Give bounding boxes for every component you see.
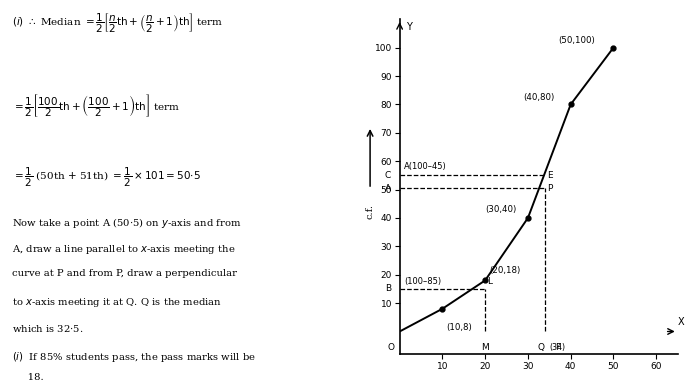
Text: A, draw a line parallel to $x$-axis meeting the: A, draw a line parallel to $x$-axis meet…: [12, 243, 236, 256]
Text: Q: Q: [537, 343, 544, 352]
Text: A: A: [385, 184, 391, 192]
Text: to $x$-axis meeting it at Q. Q is the median: to $x$-axis meeting it at Q. Q is the me…: [12, 296, 222, 310]
Text: P: P: [547, 184, 553, 192]
Text: 18.: 18.: [12, 373, 44, 382]
Text: $(i)$  If 85% students pass, the pass marks will be: $(i)$ If 85% students pass, the pass mar…: [12, 350, 256, 364]
Text: C: C: [385, 171, 391, 180]
Text: Now take a point A (50$\cdot$5) on $y$-axis and from: Now take a point A (50$\cdot$5) on $y$-a…: [12, 216, 241, 229]
Text: A(100–45): A(100–45): [404, 162, 447, 171]
Text: L: L: [487, 277, 492, 286]
Text: (30,40): (30,40): [485, 205, 516, 214]
Text: (10,8): (10,8): [445, 323, 472, 332]
Text: F: F: [555, 343, 560, 352]
Text: c.f.: c.f.: [366, 204, 375, 219]
Text: B: B: [385, 285, 391, 293]
Text: curve at P and from P, draw a perpendicular: curve at P and from P, draw a perpendicu…: [12, 270, 237, 278]
Text: X: X: [678, 317, 685, 327]
Text: Y: Y: [406, 22, 412, 32]
Text: (20,18): (20,18): [489, 266, 521, 275]
Text: E: E: [547, 171, 553, 180]
Text: (100–85): (100–85): [404, 277, 441, 286]
Text: $(i)$ $\therefore$ Median $= \dfrac{1}{2}\left[\dfrac{n}{2}\mathrm{th}+\left(\df: $(i)$ $\therefore$ Median $= \dfrac{1}{2…: [12, 12, 223, 35]
Text: (40,80): (40,80): [523, 92, 555, 102]
Text: O: O: [388, 343, 395, 352]
Text: which is 32$\cdot$5.: which is 32$\cdot$5.: [12, 323, 83, 335]
Text: (34): (34): [549, 343, 566, 352]
Text: (50,100): (50,100): [558, 36, 595, 45]
Text: $= \dfrac{1}{2}$ (50th $+$ 51th) $= \dfrac{1}{2} \times 101 = 50{\cdot}5$: $= \dfrac{1}{2}$ (50th $+$ 51th) $= \dfr…: [12, 166, 201, 189]
Text: $= \dfrac{1}{2}\left[\dfrac{100}{2}\mathrm{th}+\left(\dfrac{100}{2}+1\right)\mat: $= \dfrac{1}{2}\left[\dfrac{100}{2}\math…: [12, 92, 180, 119]
Text: M: M: [482, 343, 489, 352]
